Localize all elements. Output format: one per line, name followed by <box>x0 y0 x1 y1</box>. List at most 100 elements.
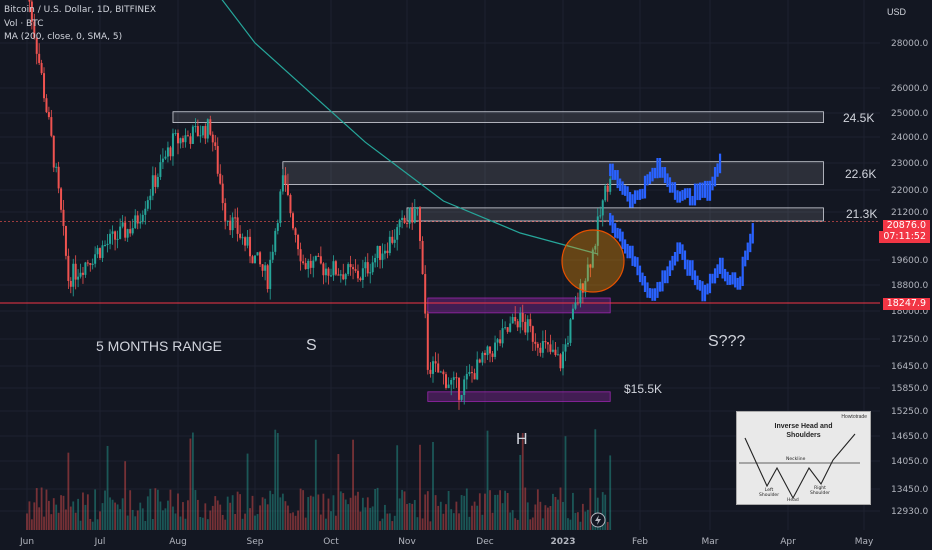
candle <box>347 264 350 275</box>
volume-bar <box>434 495 437 530</box>
volume-bar <box>48 500 50 530</box>
volume-bar <box>509 512 512 530</box>
lightning-icon[interactable] <box>590 512 606 528</box>
volume-bar <box>139 502 142 530</box>
candle <box>144 208 147 215</box>
candle <box>416 207 419 209</box>
x-tick-label: Feb <box>632 537 648 547</box>
candle <box>206 119 209 139</box>
volume-bar <box>62 495 65 530</box>
volume-bar <box>458 513 460 530</box>
volume-bar <box>499 490 501 530</box>
volume-bar <box>606 521 609 530</box>
volume-bar <box>187 500 189 530</box>
volume-bar <box>206 519 209 530</box>
candle <box>481 352 484 363</box>
breakout-circle <box>561 229 625 293</box>
volume-bar <box>167 500 169 530</box>
volume-bar <box>287 505 289 530</box>
volume-bar <box>514 518 517 530</box>
support-price-tag: 18247.9 <box>882 298 930 310</box>
candle <box>89 263 92 265</box>
candle <box>256 252 259 256</box>
volume-bar <box>279 497 282 530</box>
volume-bar <box>292 512 294 530</box>
volume-bar <box>544 505 547 530</box>
volume-bar <box>579 521 582 530</box>
volume-bar <box>194 490 197 530</box>
ma-200-line <box>221 0 598 255</box>
candle <box>297 234 300 250</box>
candle <box>352 267 355 270</box>
candle <box>209 119 212 135</box>
candle <box>101 245 104 258</box>
volume-bar <box>374 488 377 530</box>
candle <box>439 371 442 373</box>
candle <box>514 317 517 322</box>
volume-bar <box>489 490 491 530</box>
candle <box>60 188 63 210</box>
candle <box>33 21 36 38</box>
volume-bar <box>468 516 471 530</box>
volume-bar <box>104 490 106 530</box>
y-tick-label: 26000.0 <box>891 84 928 94</box>
volume-bar <box>486 430 489 530</box>
volume-bar <box>119 509 122 530</box>
level-label-24-5k: 24.5K <box>843 111 875 125</box>
candle <box>194 126 197 128</box>
volume-bar <box>244 513 246 530</box>
volume-bar <box>261 497 264 530</box>
candle <box>77 276 80 280</box>
projection-bars <box>609 153 754 302</box>
candle <box>591 249 594 268</box>
price-axis[interactable]: 12930.0 13450.0 14050.0 14650.0 15250.0 15850… <box>891 39 928 517</box>
inset-title: Inverse Head and Shoulders <box>737 422 870 440</box>
candle <box>124 222 127 238</box>
candle <box>458 377 460 400</box>
volume-bar <box>224 519 227 530</box>
candle <box>586 264 589 281</box>
candle <box>174 133 177 135</box>
volume-bar <box>424 494 427 530</box>
volume-bar <box>524 487 527 530</box>
volume-bar <box>239 494 241 530</box>
candle <box>171 133 174 157</box>
candle <box>304 263 307 270</box>
volume-bar <box>50 514 53 530</box>
candle <box>364 262 367 269</box>
candle <box>109 233 112 244</box>
grid-lines <box>0 0 880 530</box>
candle <box>239 233 242 238</box>
volume-bar <box>299 488 302 530</box>
volume-bar <box>274 429 277 530</box>
volume-bar <box>366 497 369 530</box>
candle <box>284 175 287 185</box>
candle <box>136 215 139 224</box>
candle <box>566 342 569 345</box>
candle <box>241 237 244 239</box>
volume-bar <box>384 504 386 530</box>
candle <box>374 258 377 263</box>
volume-bar <box>476 505 479 530</box>
volume-bar <box>413 500 416 530</box>
candle <box>47 112 50 118</box>
candle <box>274 230 277 252</box>
candle <box>96 248 99 255</box>
volume-bar <box>52 498 55 530</box>
volume-bar <box>297 510 299 530</box>
left-shoulder-label: S <box>306 337 317 354</box>
volume-bar <box>151 518 154 530</box>
candle <box>234 217 237 219</box>
volume-bar <box>269 490 272 530</box>
time-axis[interactable]: Jun Jul Aug Sep Oct Nov Dec 2023 Feb Mar Apr May <box>19 537 874 547</box>
y-tick-label: 15250.0 <box>891 407 928 417</box>
candle <box>169 147 172 157</box>
candle <box>286 184 289 196</box>
candle <box>226 220 229 222</box>
volume-bar <box>28 501 31 530</box>
volume-bar <box>79 520 82 530</box>
head-label: H <box>516 431 528 448</box>
x-tick-label: Dec <box>476 537 493 547</box>
volume-bar <box>452 513 455 530</box>
